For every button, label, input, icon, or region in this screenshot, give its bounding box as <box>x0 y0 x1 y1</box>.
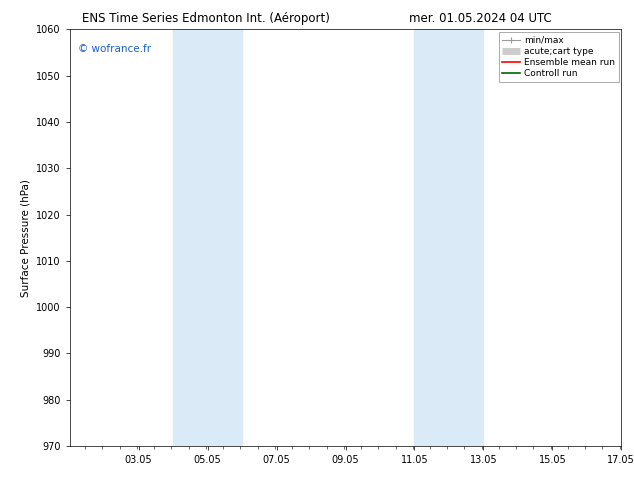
Legend: min/max, acute;cart type, Ensemble mean run, Controll run: min/max, acute;cart type, Ensemble mean … <box>499 32 619 82</box>
Text: © wofrance.fr: © wofrance.fr <box>78 44 151 54</box>
Y-axis label: Surface Pressure (hPa): Surface Pressure (hPa) <box>20 179 30 296</box>
Text: mer. 01.05.2024 04 UTC: mer. 01.05.2024 04 UTC <box>409 12 552 25</box>
Bar <box>415 29 483 446</box>
Bar <box>173 29 242 446</box>
Text: ENS Time Series Edmonton Int. (Aéroport): ENS Time Series Edmonton Int. (Aéroport) <box>82 12 330 25</box>
